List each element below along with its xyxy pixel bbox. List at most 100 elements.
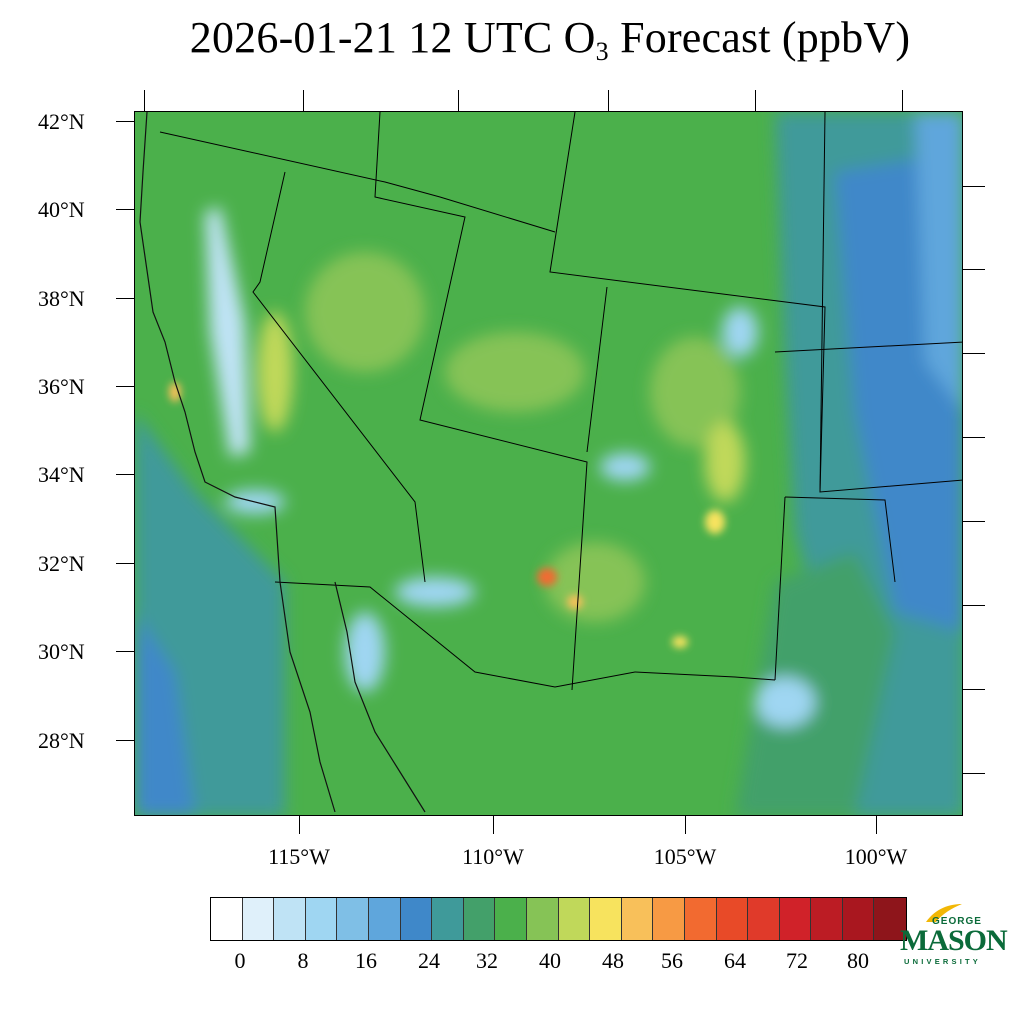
colorbar-swatch xyxy=(779,898,812,940)
title-prefix: 2026-01-21 12 UTC O xyxy=(189,13,596,62)
right-tick xyxy=(963,521,985,522)
title-subscript: 3 xyxy=(595,37,609,66)
colorbar-swatch xyxy=(842,898,875,940)
lon-tick xyxy=(299,816,300,834)
logo-george-text: GEORGE xyxy=(932,916,982,927)
logo-mason-text: MASON xyxy=(900,924,1008,957)
lat-tick xyxy=(116,209,134,210)
nevada-basin xyxy=(305,252,425,372)
colorbar-label: 48 xyxy=(602,948,624,973)
right-tick xyxy=(963,186,985,187)
lat-label-42: 42°N xyxy=(38,109,85,134)
border-us-mexico xyxy=(274,581,776,688)
border-nv-ut xyxy=(374,112,588,691)
coast-gulf-ca xyxy=(334,581,426,813)
lat-label-36: 36°N xyxy=(38,374,85,399)
right-tick xyxy=(963,689,985,690)
hotspot-4 xyxy=(705,510,725,534)
border-ut-co xyxy=(586,286,608,453)
colorbar-swatch xyxy=(653,898,685,940)
lat-label-40: 40°N xyxy=(38,197,85,222)
colorbar-label: 16 xyxy=(355,948,377,973)
colorbar-label: 64 xyxy=(724,948,746,973)
hotspot-1 xyxy=(537,568,557,586)
border-wy-co xyxy=(549,112,962,493)
valley-san-luis xyxy=(600,453,650,481)
lon-tick xyxy=(685,816,686,834)
colorbar-swatch xyxy=(684,898,717,940)
colorbar-label: 24 xyxy=(418,948,440,973)
utah-plateau xyxy=(445,332,585,412)
hotspot-5 xyxy=(169,382,181,402)
colorbar-label: 40 xyxy=(539,948,561,973)
border-ne xyxy=(819,112,826,493)
top-tick xyxy=(755,90,756,111)
border-ca-nv xyxy=(252,171,426,583)
texas-green-field xyxy=(735,552,895,815)
colorbar-label: 8 xyxy=(297,948,309,973)
new-mexico-high xyxy=(545,542,645,622)
george-mason-logo: GEORGE MASON UNIVERSITY xyxy=(896,902,1008,972)
lon-label-110w: 110°W xyxy=(462,844,524,869)
colorbar-swatch xyxy=(874,898,907,940)
hotspot-3 xyxy=(672,636,688,648)
ozone-forecast-map xyxy=(134,111,963,816)
border-ok xyxy=(784,496,896,583)
right-tick xyxy=(963,353,985,354)
lat-tick xyxy=(116,121,134,122)
top-tick xyxy=(608,90,609,111)
lat-label-38: 38°N xyxy=(38,286,85,311)
colorbar-swatch xyxy=(811,898,843,940)
colorbar-swatch xyxy=(432,898,464,940)
lat-tick xyxy=(116,651,134,652)
colorbar-swatch xyxy=(495,898,527,940)
lat-tick xyxy=(116,474,134,475)
right-tick xyxy=(963,773,985,774)
colorbar-swatch xyxy=(621,898,654,940)
title-suffix: Forecast (ppbV) xyxy=(608,13,911,62)
lat-label-28: 28°N xyxy=(38,728,85,753)
lat-tick xyxy=(116,386,134,387)
colorbar-swatch xyxy=(590,898,622,940)
coastlines xyxy=(139,112,426,813)
colorbar-swatch xyxy=(526,898,559,940)
sierra-high xyxy=(257,312,293,432)
lat-tick xyxy=(116,298,134,299)
colorbar-swatch xyxy=(211,898,243,940)
border-nm-tx xyxy=(774,496,786,681)
right-tick xyxy=(963,605,985,606)
valley-texas xyxy=(755,677,815,727)
colorbar-swatch xyxy=(242,898,275,940)
colorbar-swatch xyxy=(274,898,306,940)
right-tick xyxy=(963,437,985,438)
lon-tick xyxy=(876,816,877,834)
logo-swoosh-icon xyxy=(926,904,962,922)
lat-label-32: 32°N xyxy=(38,551,85,576)
lon-tick xyxy=(493,816,494,834)
lat-label-34: 34°N xyxy=(38,462,85,487)
lon-label-115w: 115°W xyxy=(268,844,330,869)
valley-sonora xyxy=(345,612,385,692)
top-tick xyxy=(458,90,459,111)
border-or-id xyxy=(159,131,556,233)
colorbar xyxy=(210,897,908,941)
colorbar-swatch xyxy=(400,898,433,940)
colorbar-label: 72 xyxy=(786,948,808,973)
colorbar-label: 0 xyxy=(234,948,246,973)
colorbar-swatch xyxy=(558,898,591,940)
plains-lightblue-field xyxy=(915,112,962,410)
colorbar-swatch xyxy=(748,898,780,940)
right-tick xyxy=(963,269,985,270)
border-ks xyxy=(774,341,962,353)
top-tick xyxy=(144,90,145,111)
pacific-blue-field xyxy=(135,612,195,815)
colorbar-swatch xyxy=(305,898,338,940)
lon-label-105w: 105°W xyxy=(653,844,717,869)
lat-tick xyxy=(116,740,134,741)
borders xyxy=(159,112,962,691)
valley-arizona xyxy=(395,577,475,607)
map-canvas xyxy=(135,112,962,815)
colorbar-label: 32 xyxy=(476,948,498,973)
top-tick xyxy=(902,90,903,111)
colorado-high xyxy=(650,337,740,447)
